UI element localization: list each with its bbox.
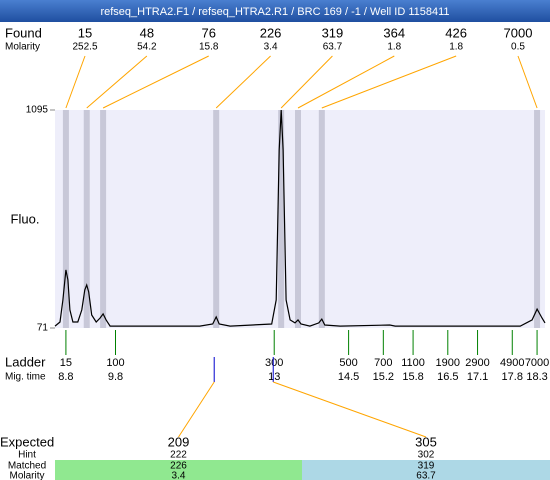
peak-band	[318, 110, 325, 328]
expected-size: 209	[168, 434, 190, 449]
peak-band	[213, 110, 220, 328]
found-molarity: 54.2	[137, 42, 157, 53]
found-size: 364	[383, 25, 405, 40]
found-size: 48	[140, 25, 154, 40]
ladder-time: 8.8	[58, 371, 73, 383]
found-size: 76	[201, 25, 215, 40]
ladder-time: 14.5	[338, 371, 359, 383]
matched-size: 319	[418, 461, 435, 472]
found-molarity: 63.7	[323, 42, 343, 53]
ladder-time: 13	[268, 371, 280, 383]
found-size: 7000	[504, 25, 533, 40]
ladder-time: 17.8	[502, 371, 523, 383]
peak-band	[534, 110, 541, 328]
peak-connector	[321, 55, 457, 109]
ladder-time: 18.3	[526, 371, 547, 383]
ladder-time: 16.5	[437, 371, 458, 383]
ladder-size: 1900	[436, 357, 460, 369]
peak-connector	[86, 55, 148, 109]
peak-connector	[65, 55, 86, 109]
found-size: 319	[322, 25, 344, 40]
found-molarity: 3.4	[264, 42, 278, 53]
expected-connector	[178, 381, 215, 438]
matched-label: Matched	[8, 461, 46, 472]
expected-molarity-label: Molarity	[9, 471, 44, 480]
ladder-size: 700	[374, 357, 392, 369]
ladder-size: 1100	[401, 357, 425, 369]
ladder-size: 4900	[500, 357, 524, 369]
expected-connector	[273, 381, 427, 438]
peak-connector	[517, 55, 538, 109]
y-tick-label: 71	[37, 323, 49, 334]
found-molarity: 252.5	[72, 42, 97, 53]
ladder-label: Ladder	[5, 354, 46, 369]
ladder-time: 17.1	[467, 371, 488, 383]
matched-bar	[302, 460, 550, 480]
peak-connector	[215, 55, 271, 109]
matched-molarity: 63.7	[416, 471, 436, 480]
trace	[54, 109, 546, 327]
ladder-time: 15.8	[402, 371, 423, 383]
y-axis-label: Fluo.	[11, 211, 40, 226]
hint-size: 222	[170, 450, 187, 461]
y-tick-label: 1095	[26, 105, 49, 116]
found-label: Found	[5, 25, 42, 40]
peak-band	[83, 110, 90, 328]
found-molarity: 0.5	[511, 42, 525, 53]
title-bar	[0, 0, 550, 22]
ladder-time: 15.2	[373, 371, 394, 383]
ladder-size: 15	[60, 357, 72, 369]
found-molarity: 1.8	[387, 42, 401, 53]
title: refseq_HTRA2.F1 / refseq_HTRA2.R1 / BRC …	[100, 6, 449, 18]
found-size: 426	[445, 25, 467, 40]
ladder-size: 100	[106, 357, 124, 369]
hint-size: 302	[418, 450, 435, 461]
matched-size: 226	[170, 461, 187, 472]
peak-band	[278, 110, 285, 328]
found-size: 226	[260, 25, 282, 40]
ladder-size: 2900	[465, 357, 489, 369]
peak-band	[295, 110, 302, 328]
mig-time-label: Mig. time	[5, 372, 46, 383]
ladder-size: 300	[265, 357, 283, 369]
peak-band	[100, 110, 107, 328]
expected-label: Expected	[0, 434, 54, 449]
matched-molarity: 3.4	[172, 471, 186, 480]
found-molarity-label: Molarity	[5, 42, 40, 53]
found-molarity: 15.8	[199, 42, 219, 53]
ladder-size: 7000	[525, 357, 549, 369]
found-size: 15	[78, 25, 92, 40]
peak-connector	[280, 55, 333, 109]
hint-label: Hint	[18, 450, 36, 461]
ladder-size: 500	[339, 357, 357, 369]
ladder-time: 9.8	[108, 371, 123, 383]
expected-size: 305	[415, 434, 437, 449]
found-molarity: 1.8	[449, 42, 463, 53]
peak-band	[62, 110, 69, 328]
matched-bar	[55, 460, 302, 480]
peak-connector	[297, 55, 395, 109]
peak-connector	[102, 55, 209, 109]
